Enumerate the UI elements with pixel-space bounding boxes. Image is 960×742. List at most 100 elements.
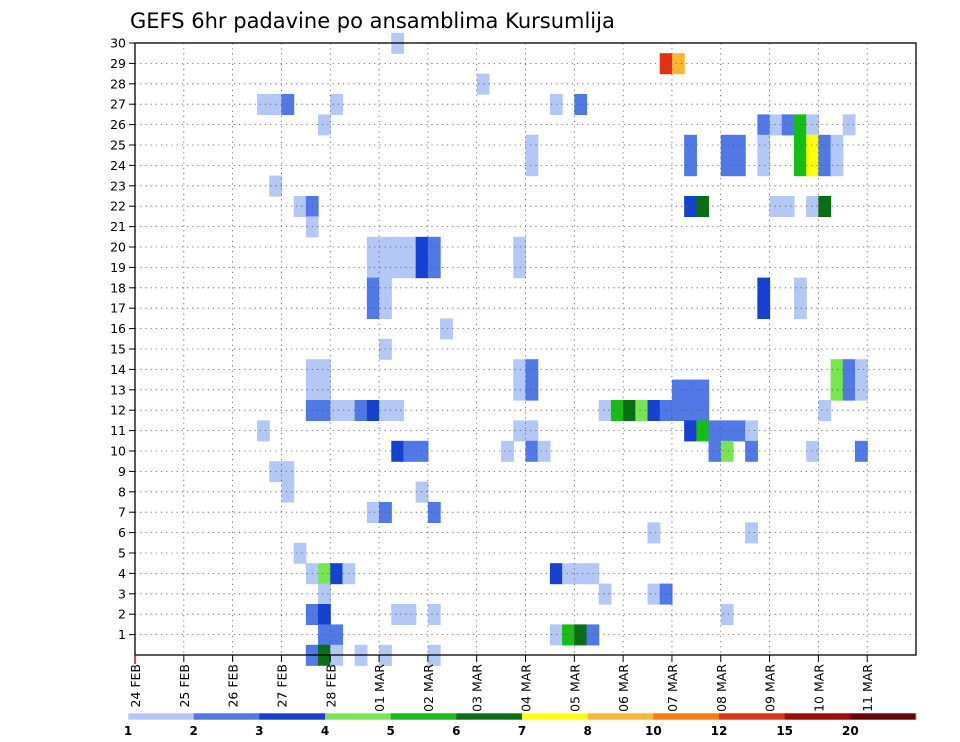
cell-m11-26FEB-12Z: [257, 420, 270, 442]
cell-m13-10MAR-12Z: [842, 379, 856, 401]
cell-m12-10MAR-00Z: [818, 400, 832, 421]
cell-m19-28FEB-18Z: [366, 257, 380, 279]
x-tick-label-14: 10 MAR: [811, 664, 826, 712]
y-tick-label-14: 14: [110, 362, 126, 377]
cell-m20-02MAR-00Z: [427, 236, 441, 258]
colorbar-swatch-7: [522, 713, 589, 720]
cell-m12-28FEB-00Z: [330, 400, 344, 421]
cell-m22-09MAR-18Z: [806, 196, 819, 217]
cell-m17-08MAR-18Z: [757, 298, 771, 319]
cell-m25-10MAR-00Z: [818, 134, 832, 156]
cell-m29-07MAR-00Z: [671, 53, 685, 75]
cell-m12-28FEB-18Z: [366, 400, 380, 421]
cell-m22-09MAR-00Z: [769, 196, 783, 217]
cell-m4-04MAR-18Z: [562, 563, 575, 585]
y-tick-label-27: 27: [110, 97, 126, 112]
cell-m19-03MAR-18Z: [513, 257, 527, 279]
cell-m26-09MAR-18Z: [806, 114, 819, 136]
cell-m2-08MAR-00Z: [720, 604, 734, 625]
y-tick-label-17: 17: [110, 301, 126, 316]
x-tick-label-8: 04 MAR: [519, 664, 534, 712]
x-tick-label-2: 26 FEB: [226, 664, 241, 708]
y-tick-label-10: 10: [110, 444, 126, 459]
x-axis: 24 FEB 25 FEB 26 FEB 27 FEB 28 FEB 01 MAR 02 M…: [128, 655, 875, 712]
cell-m3-05MAR-12Z: [598, 583, 612, 605]
cell-m14-03MAR-18Z: [513, 359, 527, 381]
y-tick-label-18: 18: [110, 280, 126, 295]
y-tick-label-23: 23: [110, 178, 126, 193]
cell-m1-27FEB-18Z: [318, 624, 331, 646]
cell-m3-06MAR-12Z: [647, 583, 661, 605]
colorbar-swatch-9: [653, 713, 720, 720]
y-tick-label-16: 16: [110, 321, 126, 336]
cell-m6-08MAR-12Z: [745, 522, 758, 544]
x-tick-label-6: 02 MAR: [421, 664, 436, 712]
cell-m12-28FEB-12Z: [354, 400, 368, 421]
y-tick-label-4: 4: [118, 566, 126, 581]
cell-m20-01MAR-06Z: [391, 236, 405, 258]
cell-m19-01MAR-06Z: [391, 257, 405, 279]
cell-m11-07MAR-18Z: [708, 420, 722, 442]
y-tick-label-22: 22: [110, 199, 126, 214]
cell-m24-09MAR-12Z: [793, 155, 807, 177]
cell-m5-27FEB-06Z: [293, 542, 307, 564]
y-axis: 1234567891011121314151617181920212223242…: [110, 36, 135, 642]
cell-m7-02MAR-00Z: [427, 502, 441, 523]
cell-m26-09MAR-12Z: [793, 114, 807, 136]
x-tick-label-0: 24 FEB: [128, 664, 143, 708]
cell-m27-26FEB-12Z: [257, 94, 270, 115]
colorbar-label-10: 10: [645, 724, 662, 738]
x-tick-label-9: 05 MAR: [567, 664, 582, 712]
cell-m10-08MAR-00Z: [720, 440, 734, 462]
cell-m10-07MAR-18Z: [708, 440, 722, 462]
y-tick-label-15: 15: [110, 342, 126, 357]
colorbar-label-8: 8: [583, 724, 591, 738]
colorbar-label-2: 2: [189, 724, 197, 738]
colorbar-label-5: 5: [386, 724, 394, 738]
y-tick-label-9: 9: [118, 464, 126, 479]
colorbar-swatch-11: [784, 713, 851, 720]
y-tick-label-19: 19: [110, 260, 126, 275]
cell-m19-01MAR-12Z: [403, 257, 417, 279]
chart-title: GEFS 6hr padavine po ansamblima Kursumli…: [130, 9, 615, 33]
x-tick-label-15: 11 MAR: [860, 664, 875, 712]
cell-m24-07MAR-06Z: [684, 155, 697, 177]
cell-m24-04MAR-00Z: [525, 155, 539, 177]
y-tick-label-21: 21: [110, 219, 126, 234]
cell-m9-27FEB-00Z: [281, 461, 295, 483]
colorbar-label-6: 6: [452, 724, 460, 738]
cell-m26-09MAR-00Z: [769, 114, 783, 136]
cell-m11-07MAR-06Z: [684, 420, 697, 442]
cell-m12-07MAR-06Z: [684, 400, 697, 421]
cell-m10-04MAR-06Z: [537, 440, 551, 462]
colorbar-swatch-6: [456, 713, 523, 720]
y-tick-label-11: 11: [110, 423, 126, 438]
colorbar-swatch-8: [587, 713, 654, 720]
cell-m17-28FEB-18Z: [366, 298, 380, 319]
cell-m14-27FEB-18Z: [318, 359, 331, 381]
cell-m18-08MAR-18Z: [757, 277, 771, 299]
colorbar-swatch-3: [259, 713, 326, 720]
colorbar-label-7: 7: [518, 724, 526, 738]
cell-m10-01MAR-06Z: [391, 440, 405, 462]
y-tick-label-28: 28: [110, 76, 126, 91]
cell-m24-10MAR-00Z: [818, 155, 832, 177]
colorbar-legend: 1 2 3 4 5 6 7 8 10 12 15 20: [124, 712, 917, 738]
cell-m6-06MAR-12Z: [647, 522, 661, 544]
cell-m13-04MAR-00Z: [525, 379, 539, 401]
x-tick-label-5: 01 MAR: [372, 664, 387, 712]
cell-m19-02MAR-00Z: [427, 257, 441, 279]
cell-m10-08MAR-12Z: [745, 440, 758, 462]
cell-m4-27FEB-18Z: [318, 563, 331, 585]
x-tick-label-11: 07 MAR: [665, 664, 680, 712]
y-tick-label-24: 24: [110, 158, 126, 173]
x-tick-label-12: 08 MAR: [714, 664, 729, 712]
cell-m25-10MAR-06Z: [830, 134, 844, 156]
cell-m25-09MAR-12Z: [793, 134, 807, 156]
cell-m13-27FEB-18Z: [318, 379, 331, 401]
y-tick-label-25: 25: [110, 138, 126, 153]
y-tick-label-29: 29: [110, 56, 126, 71]
colorbar-label-3: 3: [255, 724, 263, 738]
cell-m26-08MAR-18Z: [757, 114, 771, 136]
